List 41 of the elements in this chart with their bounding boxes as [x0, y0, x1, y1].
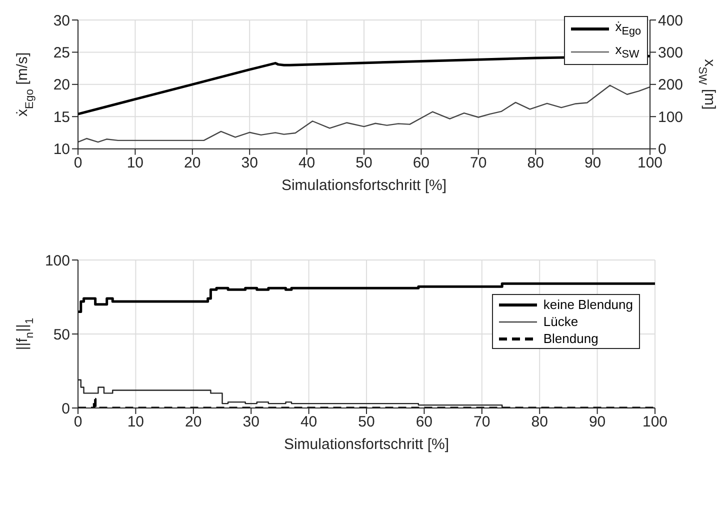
x-tick-label: 0 — [74, 414, 82, 431]
line-series — [78, 84, 650, 143]
x-axis-title: Simulationsfortschritt [%] — [284, 436, 450, 453]
x-tick-label: 90 — [588, 414, 606, 431]
y-tick-label: 20 — [53, 76, 70, 94]
y2-tick-label: 400 — [658, 12, 684, 30]
x-tick-label: 80 — [527, 154, 544, 172]
x-tick-label: 50 — [358, 414, 375, 431]
legend-label: ẋ$_{Ego}$ — [615, 18, 641, 40]
legend-label: Blendung — [543, 330, 598, 347]
x-tick-label: 30 — [242, 414, 260, 431]
x-axis-title: Simulationsfortschritt [%] — [281, 176, 447, 194]
x-tick-label: 20 — [184, 154, 201, 172]
x-tick-label: 70 — [474, 414, 490, 431]
x-tick-label: 90 — [584, 154, 602, 172]
x-tick-label: 40 — [300, 414, 318, 431]
y-tick-label: 100 — [44, 252, 70, 270]
y-tick-label: 0 — [62, 400, 70, 418]
x-tick-label: 20 — [185, 414, 202, 431]
x-tick-label: 70 — [470, 154, 487, 172]
y-tick-label: 30 — [53, 12, 70, 30]
y-tick-label: 15 — [53, 108, 70, 126]
x-tick-label: 10 — [126, 154, 144, 172]
x-tick-label: 40 — [298, 154, 316, 172]
x-tick-label: 60 — [412, 154, 430, 172]
x-tick-label: 10 — [127, 414, 144, 431]
x-tick-label: 30 — [241, 154, 258, 172]
x-tick-label: 80 — [531, 414, 548, 431]
x-tick-label: 100 — [642, 414, 668, 431]
legend-label: Lücke — [543, 313, 578, 330]
y2-tick-label: 100 — [658, 108, 684, 126]
legend-label: keine Blendung — [543, 296, 633, 313]
x-tick-label: 60 — [416, 414, 433, 431]
x-tick-label: 50 — [356, 154, 372, 172]
x-tick-label: 0 — [74, 154, 82, 172]
y-tick-label: 50 — [53, 326, 70, 344]
y-tick-label: 25 — [53, 44, 70, 62]
y2-tick-label: 200 — [658, 76, 684, 94]
y2-tick-label: 300 — [658, 44, 684, 62]
y-tick-label: 10 — [53, 141, 70, 158]
legend-label: x$_{SW}$ — [615, 40, 640, 62]
